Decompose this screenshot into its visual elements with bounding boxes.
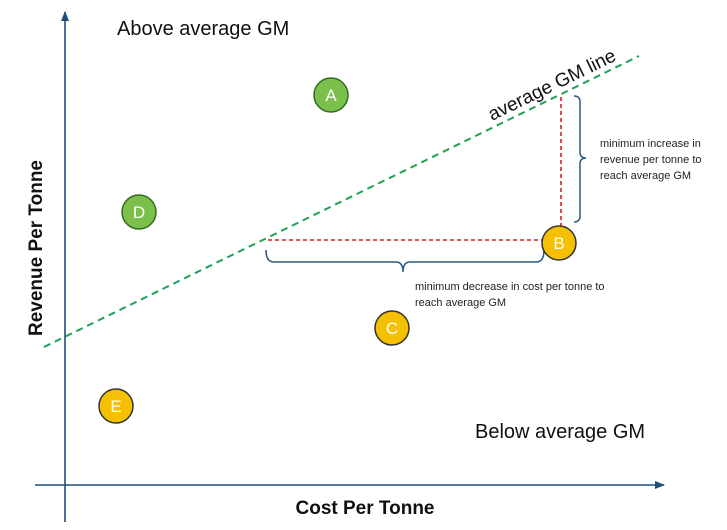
point-e: E	[98, 388, 134, 424]
point-d: D	[121, 194, 157, 230]
point-d-label: D	[133, 203, 145, 222]
point-c-marker	[374, 310, 410, 346]
x-axis-title: Cost Per Tonne	[296, 498, 435, 519]
point-d-marker	[121, 194, 157, 230]
revenue-gap-brace	[573, 95, 587, 223]
average-gm-line-label: average GM line	[485, 46, 620, 126]
below-average-label: Below average GM	[475, 421, 645, 443]
point-a: A	[313, 77, 349, 113]
point-a-label: A	[325, 86, 337, 105]
revenue-gap-note-line: minimum increase in	[600, 138, 701, 150]
y-axis-title: Revenue Per Tonne	[26, 160, 47, 336]
point-b: B	[541, 225, 577, 261]
point-e-label: E	[110, 397, 121, 416]
point-c-label: C	[386, 319, 398, 338]
revenue-gap-note-line: revenue per tonne to	[600, 154, 702, 166]
cost-gap-note-line: reach average GM	[415, 297, 506, 309]
point-b-marker	[541, 225, 577, 261]
average-gm-line	[43, 55, 640, 348]
point-b-label: B	[553, 234, 564, 253]
point-c: C	[374, 310, 410, 346]
revenue-gap-note: minimum increase in revenue per tonne to…	[600, 138, 705, 182]
revenue-gap-note-line: reach average GM	[600, 170, 691, 182]
above-average-label: Above average GM	[117, 18, 289, 40]
cost-gap-note-line: minimum decrease in cost per tonne to	[415, 281, 605, 293]
point-a-marker	[313, 77, 349, 113]
cost-gap-note: minimum decrease in cost per tonne to re…	[415, 281, 608, 309]
cost-gap-brace	[265, 249, 545, 273]
point-e-marker	[98, 388, 134, 424]
